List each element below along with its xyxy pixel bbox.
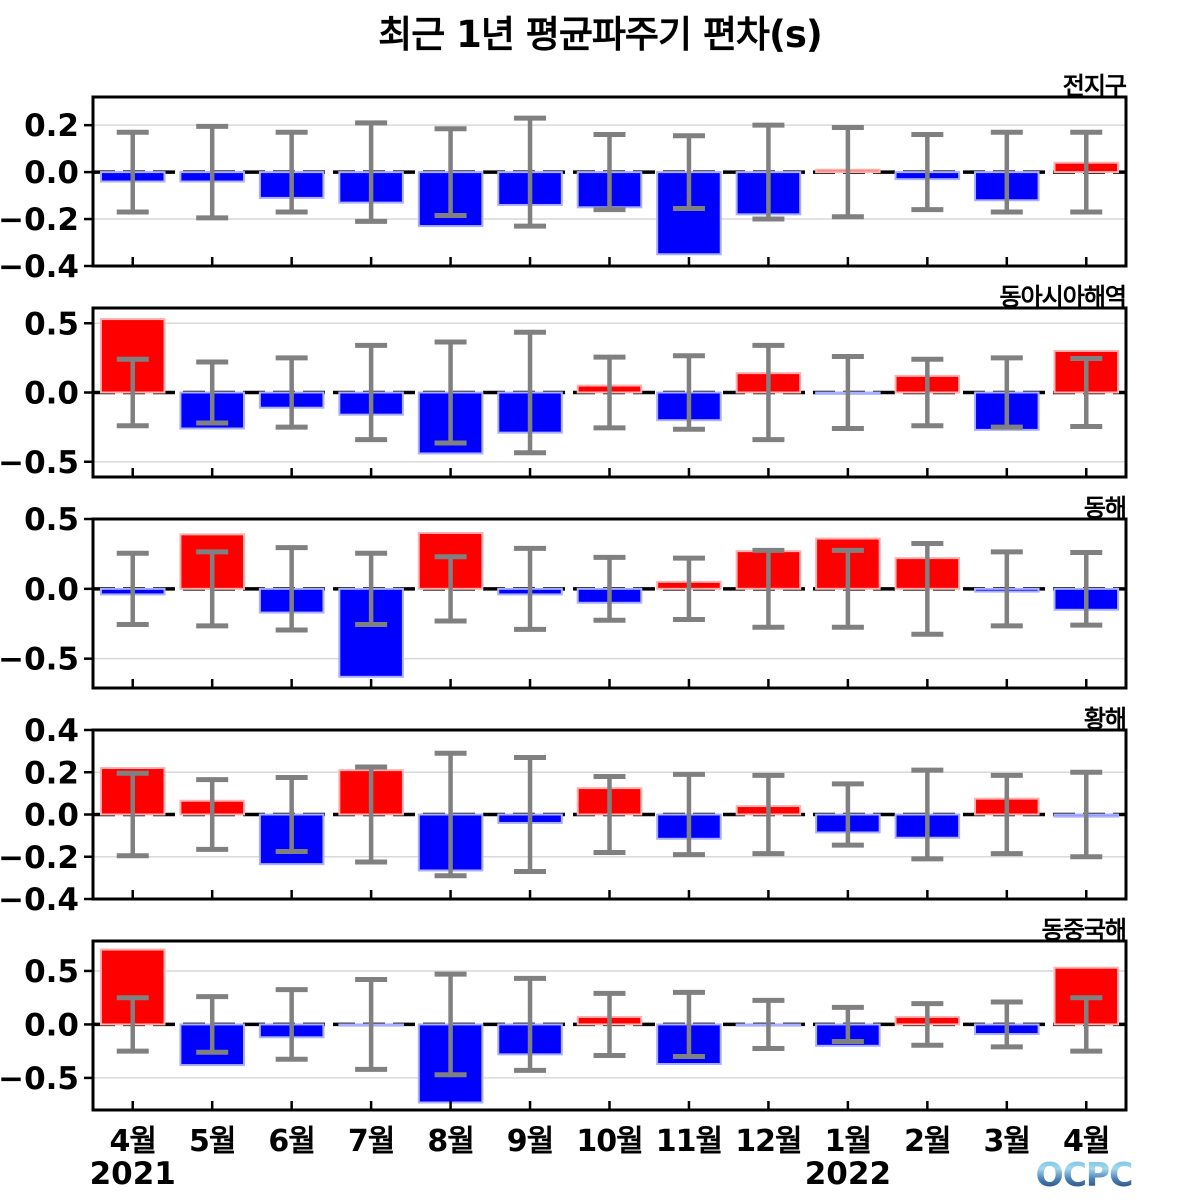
y-tick-label: −0.5 <box>0 1061 79 1097</box>
y-tick-label: −0.5 <box>0 642 79 678</box>
y-tick-label: −0.2 <box>0 202 79 238</box>
panel-chart-global: 0.2 0.0 −0.2 −0.4 <box>0 95 1128 285</box>
panel-frame <box>91 728 1128 901</box>
ocpc-logo-text: OCPC <box>1036 1155 1133 1194</box>
y-tick-label: 0.0 <box>24 572 79 608</box>
x-tick-label-10: 1월 <box>824 1124 872 1159</box>
panel-chart-east-china-sea: 0.5 0.0 −0.5 <box>0 939 1128 1112</box>
x-tick-label-12: 3월 <box>983 1124 1031 1159</box>
x-tick-label-5: 8월 <box>427 1124 474 1159</box>
bar-4월 <box>99 948 166 1026</box>
y-tick-label: −0.2 <box>0 840 79 876</box>
y-tick-label: 0.5 <box>24 954 79 990</box>
ocpc-logo: OCPC <box>1036 1155 1134 1194</box>
panel-frame <box>91 939 1128 1112</box>
y-tick-label: 0.5 <box>24 502 79 538</box>
y-tick-label: −0.4 <box>0 882 79 918</box>
x-tick-label-3: 6월 <box>268 1124 315 1159</box>
y-tick-label: 0.5 <box>24 306 79 342</box>
panel-chart-yellow-sea: 0.4 0.2 0.0 −0.2 −0.4 <box>0 713 1128 918</box>
chart-title: 최근 1년 평균파주기 편차(s) <box>378 13 823 56</box>
panel-title-yellow-sea: 황해 <box>1083 705 1127 733</box>
x-tick-label-7: 10월 <box>576 1124 643 1159</box>
x-tick-label-9: 12월 <box>735 1124 802 1159</box>
panel-chart-east-asia-seas: 0.5 0.0 −0.5 <box>0 306 1128 481</box>
x-tick-label-2: 5월 <box>188 1124 236 1159</box>
panel-title-east-sea: 동해 <box>1083 494 1127 522</box>
panel-frame <box>91 306 1128 479</box>
x-tick-label-6: 9월 <box>506 1124 554 1159</box>
panel-title-global: 전지구 <box>1062 72 1127 100</box>
y-tick-label: 0.2 <box>24 108 79 144</box>
x-tick-label-1: 4월 <box>109 1124 156 1159</box>
panel-frame <box>91 517 1128 690</box>
y-tick-label: 0.0 <box>24 798 79 834</box>
y-tick-label: −0.4 <box>0 249 79 285</box>
x-axis-labels: 4월 5월 6월 7월 8월 9월 10월 11월 12월 1월 2월 3월 4월 <box>0 1116 1200 1159</box>
panel-chart-east-sea: 0.5 0.0 −0.5 <box>0 502 1128 690</box>
year-label-2022: 2022 <box>804 1156 892 1192</box>
panel-title-east-china-sea: 동중국해 <box>1041 916 1127 944</box>
x-tick-label-11: 2월 <box>904 1124 951 1159</box>
y-tick-label: 0.4 <box>24 713 79 749</box>
y-tick-label: 0.2 <box>24 755 79 791</box>
x-tick-label-13: 4월 <box>1063 1124 1110 1159</box>
panel-title-east-asia-seas: 동아시아해역 <box>999 283 1127 311</box>
y-tick-label: 0.0 <box>24 376 79 412</box>
x-tick-label-4: 7월 <box>347 1124 395 1159</box>
x-tick-label-8: 11월 <box>655 1124 723 1159</box>
y-tick-label: 0.0 <box>24 1007 79 1043</box>
year-label-2021: 2021 <box>89 1156 176 1192</box>
panel-frame <box>91 95 1128 268</box>
y-tick-label: 0.0 <box>24 155 79 191</box>
y-tick-label: −0.5 <box>0 445 79 481</box>
